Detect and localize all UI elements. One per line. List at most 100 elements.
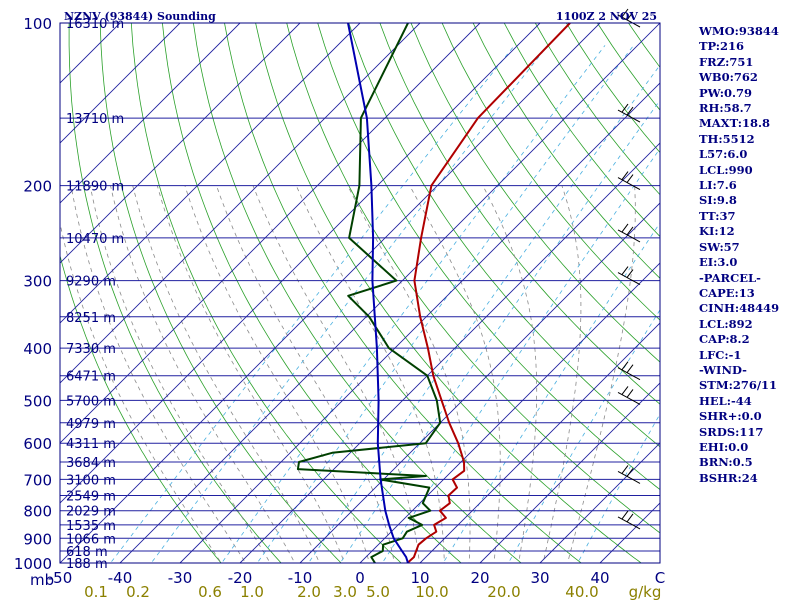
pressure-tick-label: 100 bbox=[23, 15, 52, 33]
index-item: WB0:762 bbox=[699, 70, 758, 85]
wind-barb bbox=[617, 386, 641, 405]
isotherm bbox=[60, 23, 601, 563]
moist-adiabat bbox=[567, 185, 636, 563]
isotherm bbox=[60, 23, 481, 444]
wind-barb bbox=[617, 361, 641, 381]
pressure-tick-label: 200 bbox=[23, 178, 52, 196]
mixing-ratio-line bbox=[577, 413, 660, 563]
wind-barb-flag bbox=[626, 513, 634, 523]
index-item: BSHR:24 bbox=[699, 470, 758, 485]
isotherm bbox=[479, 382, 660, 563]
mixing-ratio-label: g/kg bbox=[629, 583, 662, 600]
index-item: TT:37 bbox=[699, 208, 736, 223]
height-label: 5700 m bbox=[66, 394, 116, 409]
index-item: LFC:-1 bbox=[699, 347, 742, 362]
mixing-ratio-line bbox=[256, 45, 634, 563]
wind-barb-flag bbox=[621, 103, 629, 113]
mixing-ratio-line bbox=[150, 45, 549, 563]
wind-barb-shaft bbox=[617, 14, 641, 28]
isotherm bbox=[60, 23, 181, 144]
pressure-tick-label: 400 bbox=[23, 340, 52, 358]
isotherm bbox=[359, 262, 660, 563]
mixing-ratio-line bbox=[507, 309, 660, 563]
temperature-tick-label: -20 bbox=[228, 569, 253, 587]
mixing-ratio-line bbox=[381, 147, 660, 563]
height-label: 188 m bbox=[66, 557, 108, 572]
index-item: LCL:990 bbox=[699, 162, 753, 177]
wind-barb-shaft bbox=[617, 391, 641, 405]
isotherm bbox=[119, 23, 660, 563]
wind-barb-flag bbox=[626, 226, 634, 236]
moist-adiabat bbox=[295, 185, 445, 563]
moist-adiabat bbox=[482, 185, 538, 563]
moist-adiabat bbox=[184, 185, 370, 563]
temperature-tick-label: 10 bbox=[410, 569, 429, 587]
isotherm bbox=[60, 23, 361, 324]
temperature-tick-label: -30 bbox=[168, 569, 193, 587]
mixing-ratio-line bbox=[221, 45, 606, 563]
wind-barb-shaft bbox=[617, 470, 641, 484]
wind-barb-flag bbox=[621, 8, 629, 18]
wind-barb-flag bbox=[626, 174, 634, 183]
index-item: SHR+:0.0 bbox=[699, 409, 762, 424]
moist-adiabat bbox=[542, 185, 582, 563]
isotherm bbox=[299, 202, 660, 563]
mixing-ratio-label: 0.2 bbox=[126, 583, 150, 600]
moist-adiabat bbox=[409, 185, 501, 563]
wind-barb-flag bbox=[626, 364, 634, 374]
temperature-tick-label: 20 bbox=[470, 569, 489, 587]
temperature-tick-label: C bbox=[655, 569, 665, 587]
profile-line-parcel bbox=[347, 23, 409, 563]
index-item: FRZ:751 bbox=[699, 54, 754, 69]
wind-barb bbox=[617, 171, 641, 191]
index-item: LCL:892 bbox=[699, 316, 753, 331]
index-item: EI:3.0 bbox=[699, 255, 738, 270]
moist-adiabat bbox=[132, 185, 321, 563]
profile-line-temperature bbox=[406, 23, 571, 563]
height-label: 3100 m bbox=[66, 473, 116, 488]
pressure-tick-label: 500 bbox=[23, 392, 52, 410]
wind-barb-flag bbox=[626, 106, 634, 116]
mixing-ratio-label: 0.1 bbox=[84, 583, 108, 600]
index-item: -WIND- bbox=[699, 362, 747, 377]
wind-barb-flag bbox=[621, 361, 629, 371]
index-item: WMO:93844 bbox=[699, 24, 779, 38]
moist-adiabat bbox=[216, 185, 395, 563]
height-label: 7330 m bbox=[66, 342, 116, 357]
isotherm bbox=[179, 82, 660, 563]
height-label: 1535 m bbox=[66, 519, 116, 534]
isotherm bbox=[60, 23, 421, 384]
dry-adiabat bbox=[192, 23, 522, 563]
mixing-ratio-label: 20.0 bbox=[487, 583, 520, 600]
temperature-tick-label: 40 bbox=[590, 569, 609, 587]
plot-frame bbox=[59, 22, 661, 564]
index-item: LI:7.6 bbox=[699, 178, 737, 193]
height-label: 4311 m bbox=[66, 437, 116, 452]
mixing-ratio-label: 5.0 bbox=[366, 583, 390, 600]
wind-barb-flag bbox=[626, 11, 634, 21]
pressure-tick-label: 900 bbox=[23, 530, 52, 548]
wind-barb-shaft bbox=[617, 177, 641, 191]
background-reference-lines bbox=[60, 23, 660, 563]
temperature-tick-label: -50 bbox=[48, 569, 73, 587]
isotherm bbox=[239, 142, 660, 563]
wind-barb-shaft bbox=[617, 516, 641, 530]
wind-barb-flag bbox=[621, 510, 629, 520]
dry-adiabat bbox=[286, 23, 660, 534]
index-item: STM:276/11 bbox=[699, 378, 778, 393]
wind-barb-shaft bbox=[617, 367, 641, 381]
wind-barb-flag bbox=[626, 269, 634, 278]
y-axis-unit: mb bbox=[30, 571, 54, 589]
height-label: 3684 m bbox=[66, 456, 116, 471]
wind-barb bbox=[617, 510, 641, 530]
dry-adiabat bbox=[224, 23, 582, 563]
isotherm bbox=[60, 23, 241, 204]
mixing-ratio-label: 0.6 bbox=[198, 583, 222, 600]
index-item: CAPE:13 bbox=[699, 285, 755, 300]
isotherm bbox=[60, 23, 301, 264]
moist-adiabat bbox=[70, 185, 247, 563]
index-item: TP:216 bbox=[699, 39, 745, 54]
sounding-profiles bbox=[296, 23, 571, 563]
index-item: BRN:0.5 bbox=[699, 455, 753, 470]
